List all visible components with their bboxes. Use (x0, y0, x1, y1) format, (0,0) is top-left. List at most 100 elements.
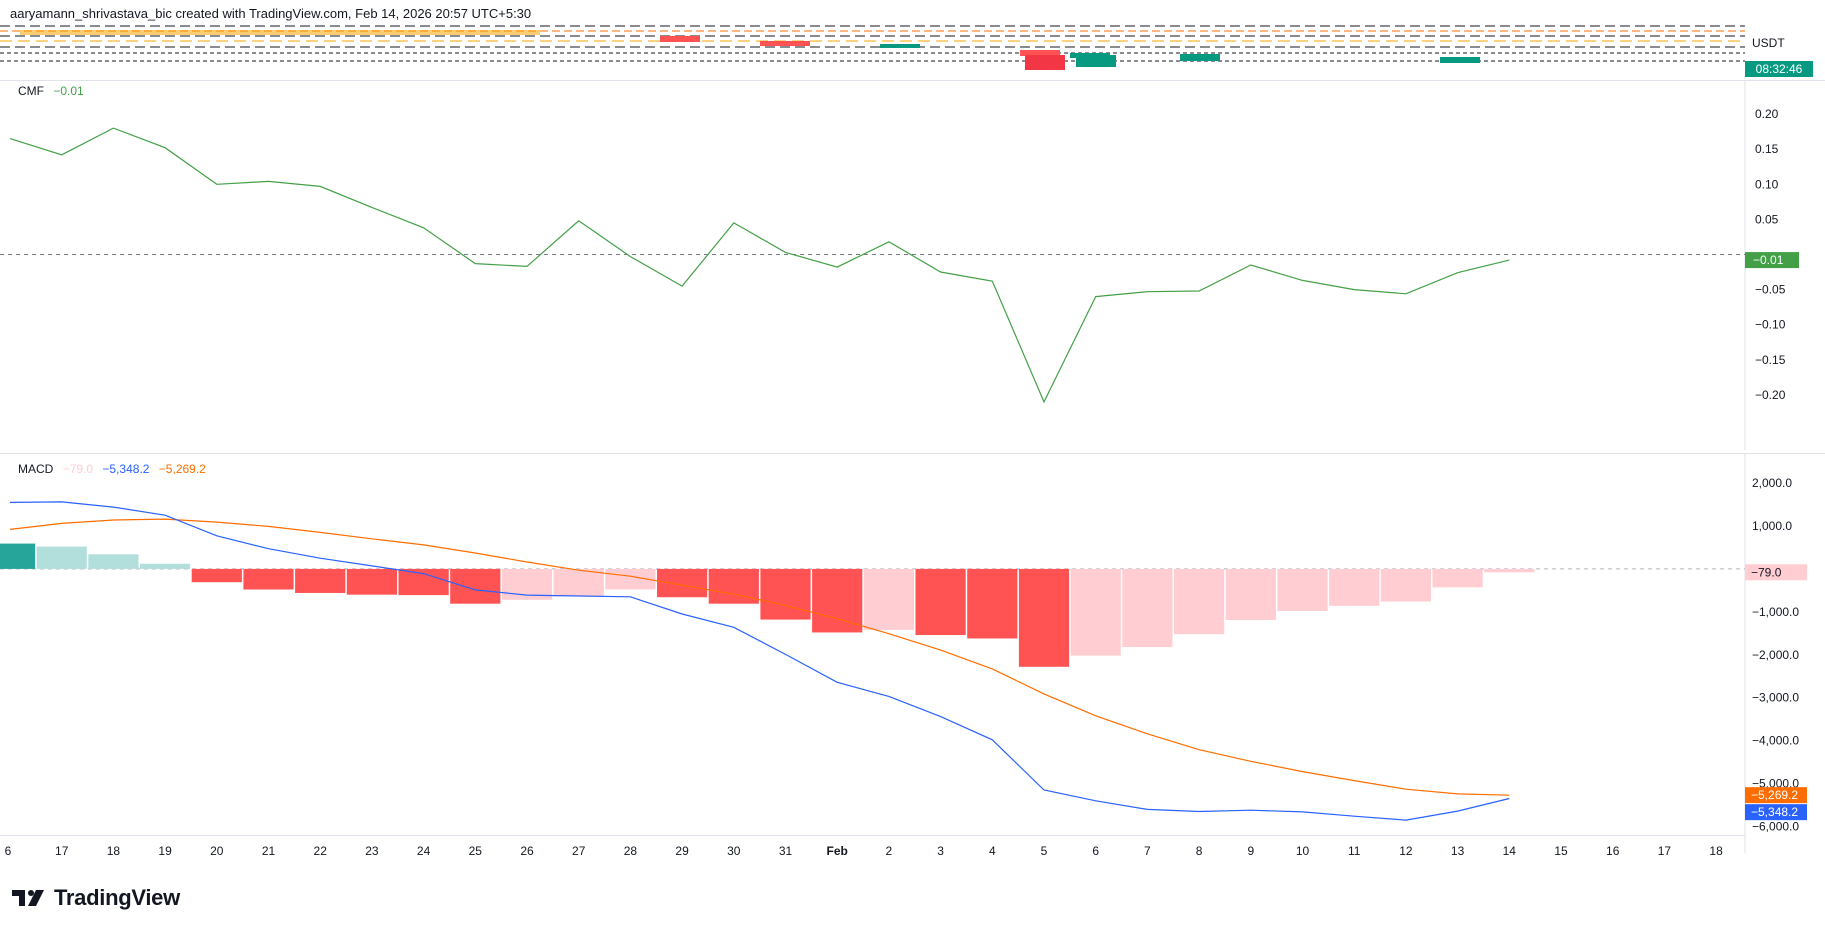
time-axis-tick-label: 9 (1247, 844, 1254, 858)
time-axis-tick-label: 24 (417, 844, 431, 858)
macd-histogram-bar[interactable] (812, 568, 863, 633)
macd-histogram-bar[interactable] (1277, 568, 1328, 611)
macd-histogram-bar[interactable] (140, 563, 191, 569)
time-axis-tick-label: 3 (937, 844, 944, 858)
time-axis-tick-label: 17 (55, 844, 69, 858)
cmf-y-tick-label: −0.05 (1755, 283, 1786, 297)
macd-legend-hist: −79.0 (62, 462, 94, 476)
time-axis-tick-label: 30 (727, 844, 741, 858)
macd-histogram-bar[interactable] (1484, 568, 1535, 573)
time-axis[interactable]: 6 17 18 19 20 21 22 23 24 25 26 27 28 29 30 31 Feb 2 3 4 5 6 7… (0, 835, 1825, 865)
time-axis-tick-label: 20 (210, 844, 224, 858)
time-axis-tick-label: 6 (1092, 844, 1099, 858)
macd-histogram-bar[interactable] (1329, 568, 1380, 606)
attribution-text: aaryamann_shrivastava_bic created with T… (10, 6, 532, 21)
time-axis-tick-label: 7 (1144, 844, 1151, 858)
macd-pane[interactable]: 2,000.0 1,000.0 −1,000.0 −2,000.0 −3,000.0 −4… (0, 453, 1825, 853)
cmf-y-tick-label: −0.20 (1755, 388, 1786, 402)
macd-histogram-bar[interactable] (605, 568, 656, 590)
time-axis-tick-label: 29 (675, 844, 689, 858)
macd-legend[interactable]: MACD −79.0 −5,348.2 −5,269.2 (18, 462, 212, 476)
tradingview-logo-text: TradingView (54, 885, 180, 910)
macd-histogram-bar[interactable] (0, 543, 36, 569)
time-axis-tick-label: 23 (365, 844, 379, 858)
time-axis-tick-label: 19 (158, 844, 172, 858)
time-axis-tick-label: Feb (827, 844, 848, 858)
time-axis-tick-label: 10 (1296, 844, 1310, 858)
macd-histogram-bar[interactable] (915, 568, 966, 636)
time-axis-tick-label: 16 (1606, 844, 1620, 858)
cmf-legend-name: CMF (18, 84, 44, 98)
macd-histogram-bar[interactable] (88, 554, 139, 569)
macd-histogram-bar[interactable] (450, 568, 501, 604)
cmf-y-tick-label: 0.05 (1755, 212, 1779, 226)
time-axis-tick-label: 18 (1709, 844, 1723, 858)
cmf-y-tick-label: −0.10 (1755, 318, 1786, 332)
time-axis-tick-label: 8 (1196, 844, 1203, 858)
macd-signal-last-value-badge (1745, 787, 1807, 804)
cmf-legend-value: −0.01 (53, 84, 84, 98)
time-axis-tick-label: 28 (624, 844, 638, 858)
time-axis-tick-label: 25 (469, 844, 483, 858)
macd-y-tick-label: 1,000.0 (1752, 519, 1792, 533)
macd-histogram-bar[interactable] (1018, 568, 1070, 667)
price-chart-strip[interactable] (0, 22, 1745, 70)
cmf-legend[interactable]: CMF −0.01 (18, 84, 90, 98)
macd-histogram-bar[interactable] (346, 568, 397, 595)
macd-histogram-bar[interactable] (295, 568, 346, 593)
macd-last-value-label: −5,348.2 (1751, 805, 1798, 819)
macd-y-tick-label: −3,000.0 (1752, 691, 1799, 705)
macd-histogram-bar[interactable] (657, 568, 708, 598)
macd-y-tick-label: −1,000.0 (1752, 605, 1799, 619)
time-axis-tick-label: 18 (107, 844, 121, 858)
macd-histogram-bar[interactable] (553, 568, 604, 597)
macd-histogram-bar[interactable] (1122, 568, 1173, 648)
macd-y-tick-label: 2,000.0 (1752, 476, 1792, 490)
macd-legend-macd: −5,348.2 (102, 462, 150, 476)
macd-histogram-bar[interactable] (243, 568, 294, 590)
macd-histogram-bar[interactable] (1380, 568, 1431, 602)
macd-histogram-bar[interactable] (967, 568, 1018, 639)
currency-label: USDT (1752, 36, 1785, 50)
macd-histogram-bar[interactable] (36, 546, 87, 569)
bar-countdown-badge: 08:32:46 (1745, 61, 1813, 77)
cmf-y-tick-label: 0.20 (1755, 107, 1779, 121)
macd-histogram-bar[interactable] (1070, 568, 1121, 656)
cmf-pane[interactable]: 0.20 0.15 0.10 0.05 −0.05 −0.10 −0.15 −0.20 −0.0… (0, 80, 1825, 450)
time-axis-tick-label: 22 (314, 844, 328, 858)
tradingview-logo-icon (12, 890, 44, 906)
time-axis-tick-label: 26 (520, 844, 534, 858)
time-axis-tick-label: 27 (572, 844, 586, 858)
cmf-y-tick-label: 0.15 (1755, 142, 1779, 156)
macd-signal-line[interactable] (9, 518, 1510, 796)
time-axis-tick-label: 2 (886, 844, 893, 858)
macd-legend-name: MACD (18, 462, 54, 476)
time-axis-tick-label: 17 (1658, 844, 1672, 858)
macd-histogram-bar[interactable] (191, 568, 242, 583)
macd-histogram-bar[interactable] (1225, 568, 1276, 620)
macd-histogram-bar[interactable] (1432, 568, 1483, 588)
time-axis-tick-label: 31 (779, 844, 793, 858)
cmf-last-value-label: −0.01 (1753, 253, 1784, 267)
tradingview-logo[interactable]: TradingView (12, 885, 180, 911)
macd-y-tick-label: −2,000.0 (1752, 648, 1799, 662)
macd-line[interactable] (9, 501, 1510, 821)
macd-histogram-bar[interactable] (398, 568, 449, 596)
macd-legend-signal: −5,269.2 (158, 462, 206, 476)
macd-histogram-bar[interactable] (760, 568, 811, 620)
cmf-y-tick-label: 0.10 (1755, 177, 1779, 191)
cmf-last-value-badge (1745, 252, 1799, 269)
cmf-series-line[interactable] (9, 127, 1510, 404)
time-axis-tick-label: 21 (262, 844, 276, 858)
macd-histogram-bar[interactable] (863, 568, 914, 630)
time-axis-tick-label: 12 (1399, 844, 1413, 858)
macd-y-tick-label: −6,000.0 (1752, 820, 1799, 834)
time-axis-tick-label: 11 (1348, 844, 1361, 858)
macd-signal-last-value-label: −5,269.2 (1751, 788, 1798, 802)
time-axis-tick-label: 5 (1041, 844, 1048, 858)
time-axis-tick-label: 15 (1554, 844, 1568, 858)
macd-hist-last-value-badge (1745, 564, 1807, 581)
macd-y-tick-label: −5,000.0 (1752, 777, 1799, 791)
macd-histogram-bar[interactable] (1174, 568, 1225, 635)
macd-hist-last-value-label: −79.0 (1751, 565, 1782, 579)
